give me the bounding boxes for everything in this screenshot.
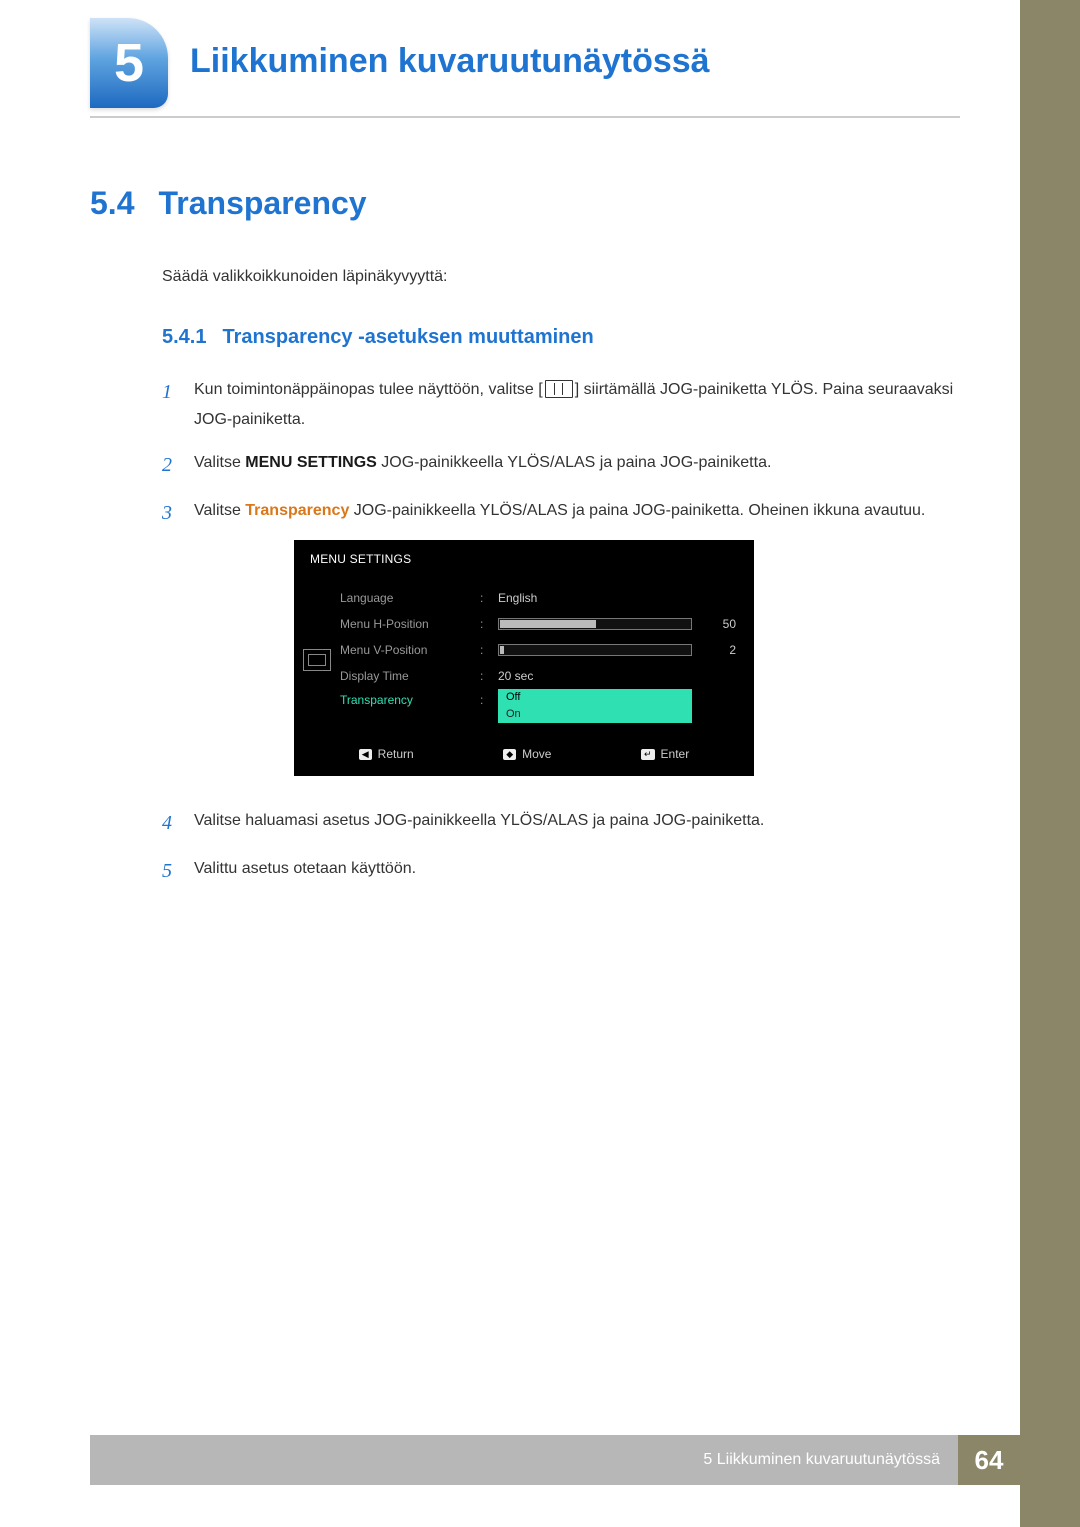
footer-page-number: 64 (958, 1435, 1020, 1485)
page-content: 5.4 Transparency Säädä valikkoikkunoiden… (90, 185, 960, 900)
step-number: 2 (162, 446, 180, 484)
section-heading: 5.4 Transparency (90, 185, 960, 222)
osd-row-vposition: Menu V-Position : 2 (340, 637, 736, 663)
header-divider (90, 116, 960, 118)
osd-move: ◆Move (503, 743, 551, 766)
step-5: 5 Valittu asetus otetaan käyttöön. (162, 852, 960, 890)
osd-screenshot: MENU SETTINGS Language : English (294, 540, 754, 776)
step-number: 3 (162, 494, 180, 794)
step-number: 4 (162, 804, 180, 842)
osd-return: ◀Return (359, 743, 414, 766)
intro-text: Säädä valikkoikkunoiden läpinäkyvyyttä: (162, 268, 960, 286)
osd-row-displaytime: Display Time : 20 sec (340, 663, 736, 689)
step-number: 5 (162, 852, 180, 890)
section-title: Transparency (158, 185, 366, 222)
osd-body: Language : English Menu H-Position : 50 (294, 579, 754, 735)
osd-row-language: Language : English (340, 585, 736, 611)
osd-title: MENU SETTINGS (294, 540, 754, 579)
subsection-heading: 5.4.1 Transparency -asetuksen muuttamine… (162, 326, 960, 349)
step-text: Valitse MENU SETTINGS JOG-painikkeella Y… (194, 446, 960, 484)
step-text: Kun toimintonäppäinopas tulee näyttöön, … (194, 373, 960, 436)
page-footer: 5 Liikkuminen kuvaruutunäytössä 64 (90, 1435, 1020, 1485)
subsection-number: 5.4.1 (162, 326, 206, 349)
step-text: Valittu asetus otetaan käyttöön. (194, 852, 960, 890)
osd-row-transparency: Transparency : Off On (340, 689, 736, 723)
osd-row-hposition: Menu H-Position : 50 (340, 611, 736, 637)
slider (498, 618, 692, 630)
menu-icon (545, 380, 573, 398)
step-number: 1 (162, 373, 180, 436)
osd-rows: Language : English Menu H-Position : 50 (340, 585, 754, 723)
side-band (1020, 0, 1080, 1527)
chapter-title: Liikkuminen kuvaruutunäytössä (190, 42, 710, 81)
chapter-badge: 5 (90, 18, 168, 108)
slider (498, 644, 692, 656)
osd-enter: ↵Enter (641, 743, 689, 766)
footer-text: 5 Liikkuminen kuvaruutunäytössä (90, 1435, 958, 1485)
osd-footer: ◀Return ◆Move ↵Enter (294, 735, 754, 776)
step-2: 2 Valitse MENU SETTINGS JOG-painikkeella… (162, 446, 960, 484)
osd-category-icon (303, 649, 331, 671)
subsection-title: Transparency -asetuksen muuttaminen (222, 326, 593, 349)
step-3: 3 Valitse Transparency JOG-painikkeella … (162, 494, 960, 794)
osd-options: Off On (498, 689, 692, 723)
section-number: 5.4 (90, 185, 134, 222)
step-text: Valitse Transparency JOG-painikkeella YL… (194, 494, 960, 794)
steps-list: 1 Kun toimintonäppäinopas tulee näyttöön… (162, 373, 960, 890)
step-4: 4 Valitse haluamasi asetus JOG-painikkee… (162, 804, 960, 842)
step-1: 1 Kun toimintonäppäinopas tulee näyttöön… (162, 373, 960, 436)
step-text: Valitse haluamasi asetus JOG-painikkeell… (194, 804, 960, 842)
osd-icon-column (294, 585, 340, 723)
chapter-number: 5 (114, 32, 144, 94)
